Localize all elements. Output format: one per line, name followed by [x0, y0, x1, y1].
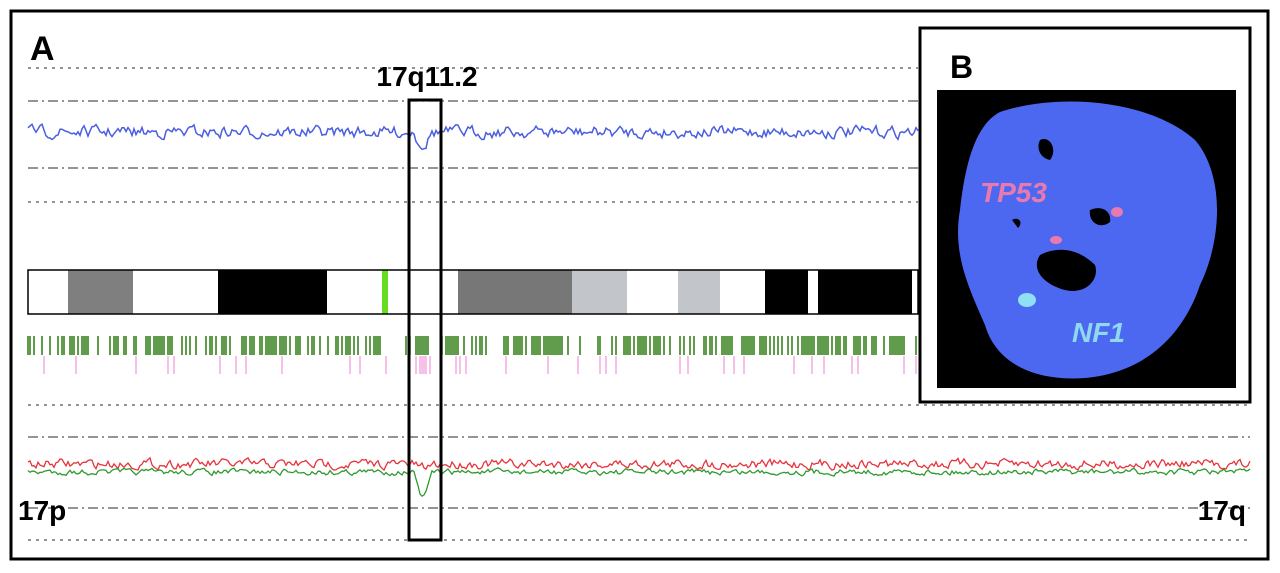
- right-arm-label: 17q: [1198, 495, 1246, 526]
- band: [720, 270, 765, 314]
- band: [627, 270, 678, 314]
- nf1-signal: [1018, 293, 1036, 307]
- region-box: [407, 98, 443, 542]
- blue-trace: [27, 123, 919, 151]
- panel-b: B TP53 NF1: [918, 26, 1252, 404]
- red-trace: [27, 456, 1251, 472]
- ideogram-outline: [27, 269, 919, 315]
- band: [572, 270, 627, 314]
- region-label: 17q11.2: [376, 61, 477, 92]
- chromosome-ideogram: [27, 269, 919, 315]
- tp53-signal: [1111, 207, 1123, 217]
- band: [678, 270, 720, 314]
- band: [818, 270, 912, 314]
- probe-ticks: [27, 336, 917, 374]
- band: [327, 270, 382, 314]
- band: [68, 270, 133, 314]
- tp53-signal: [1050, 236, 1062, 244]
- tp53-label: TP53: [980, 177, 1047, 208]
- band: [388, 270, 458, 314]
- band: [912, 270, 918, 314]
- dark-regions: [1012, 139, 1111, 291]
- left-arm-label: 17p: [18, 495, 66, 526]
- panel-b-label: B: [950, 49, 973, 85]
- band: [808, 270, 818, 314]
- band: [218, 270, 327, 314]
- panel-a-label: A: [30, 30, 55, 68]
- green-trace: [27, 467, 1251, 498]
- band: [28, 270, 68, 314]
- band: [133, 270, 218, 314]
- nucleus: [958, 101, 1218, 379]
- nf1-label: NF1: [1072, 317, 1125, 348]
- band: [765, 270, 808, 314]
- band: [458, 270, 572, 314]
- guide-lines: [28, 67, 1250, 541]
- band: [382, 270, 388, 314]
